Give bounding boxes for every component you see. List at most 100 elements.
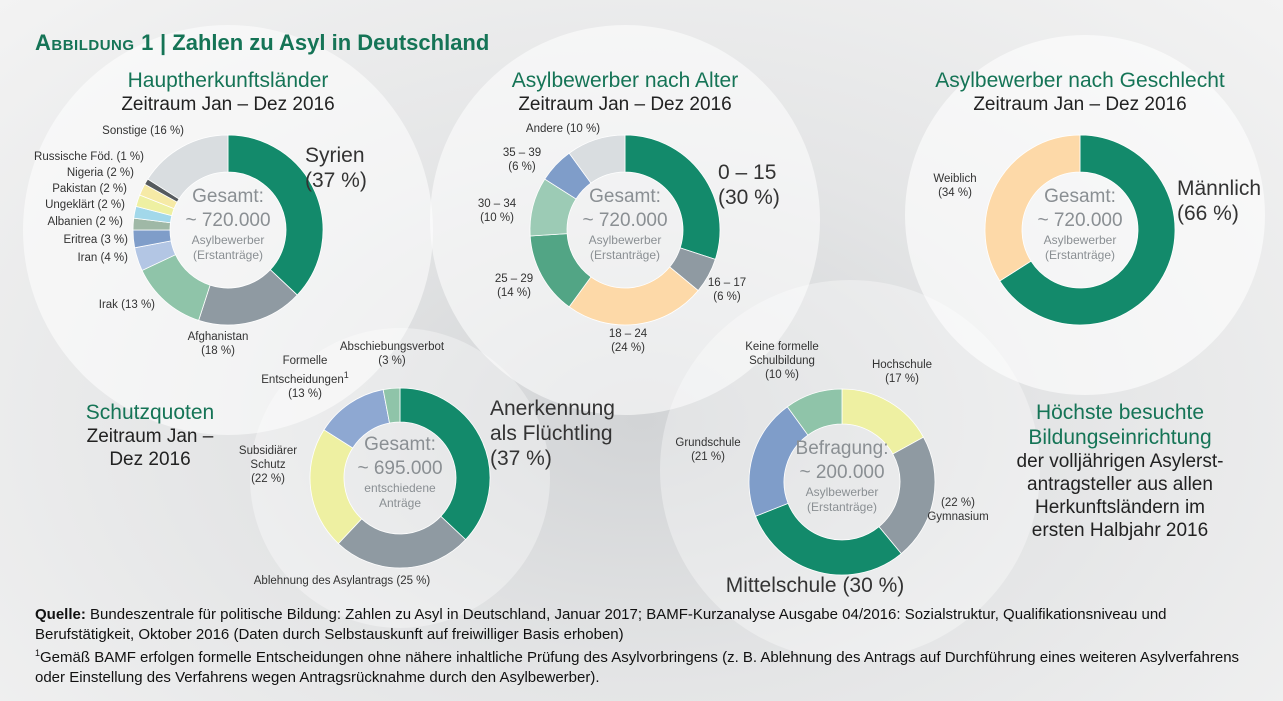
segment-label: Weiblich (34 %) [933, 172, 976, 200]
category-label: Afghanistan [187, 331, 249, 343]
category-label: Hochschule [871, 359, 933, 371]
footnote-text: Gemäß BAMF erfolgen formelle Entscheidun… [35, 649, 1240, 686]
chart-heading: Asylbewerber nach Alter Zeitraum Jan – De… [465, 68, 785, 116]
center-text: ~ 695.000 [357, 458, 443, 479]
category-label: 0 – 15 [718, 161, 777, 184]
category-label: Subsidiärer Schutz [238, 445, 298, 471]
category-label: Pakistan [52, 183, 97, 195]
category-label: Irak [98, 299, 118, 311]
center-text: Anträge [378, 496, 422, 510]
segment-label: Ablehnung des Asylantrags (25 %) [254, 574, 430, 588]
category-label: Andere [525, 123, 564, 135]
value-label: (10 %) [480, 212, 514, 224]
segment-label: Syrien (37 %) [305, 143, 367, 193]
center-text: entschiedene [364, 481, 436, 495]
donut-center: Befragung: ~ 200.000 Asylbewerber (Erstantr… [772, 437, 912, 515]
chart-subtitle: Herkunftsländern im [1034, 497, 1206, 518]
source-notes: Quelle: Bundeszentrale für politische Bi… [35, 605, 1265, 687]
category-label: Gymnasium [927, 511, 989, 523]
segment-label: Mittelschule (30 %) [726, 573, 905, 598]
donut-segment [399, 387, 491, 541]
segment-label: Eritrea (3 %) [63, 233, 128, 247]
center-text: (Erstanträge) [192, 248, 264, 262]
category-label: 25 – 29 [494, 273, 534, 285]
value-label: (2 %) [95, 216, 123, 228]
category-label: Ungeklärt [45, 199, 95, 211]
segment-label: Männlich (66 %) [1177, 176, 1261, 226]
category-label: Weiblich [933, 173, 977, 185]
segment-label: Hochschule (17 %) [872, 358, 932, 386]
donut-center: Gesamt: ~ 720.000 Asylbewerber (Erstanträge… [1010, 185, 1150, 263]
category-label: Syrien [305, 144, 365, 167]
value-label: (66 %) [1177, 202, 1239, 225]
chart-subtitle: ersten Halbjahr 2016 [1031, 520, 1209, 541]
center-text: Asylbewerber [588, 233, 662, 247]
value-label: (30 %) [842, 574, 905, 597]
segment-label: Iran (4 %) [77, 251, 128, 265]
backdrop [905, 35, 1265, 395]
center-text: Asylbewerber [1043, 233, 1117, 247]
category-label: 18 – 24 [608, 328, 648, 340]
category-label: Eritrea [63, 234, 98, 246]
value-label: (6 %) [508, 161, 536, 173]
value-label: (22 %) [941, 497, 975, 509]
center-text: Asylbewerber [805, 485, 879, 499]
segment-label: 0 – 15 (30 %) [718, 160, 780, 210]
donut-segment [786, 388, 843, 436]
segment-label: Nigeria (2 %) [67, 166, 134, 180]
title-label: Abbildung 1 [35, 30, 154, 55]
value-label: (21 %) [691, 451, 725, 463]
center-text: ~ 720.000 [582, 210, 668, 231]
chart-subtitle: Zeitraum Jan – Dez 2016 [973, 94, 1187, 115]
donut-segment [984, 134, 1081, 282]
backdrop [430, 25, 820, 415]
footnote: 1Gemäß BAMF erfolgen formelle Entscheidu… [35, 644, 1265, 687]
center-text: Befragung: [795, 438, 889, 459]
chart-title: Asylbewerber nach Alter [511, 69, 739, 92]
value-label: (3 %) [100, 234, 128, 246]
value-label: (4 %) [100, 252, 128, 264]
backdrop [23, 25, 433, 435]
value-label: (10 %) [765, 369, 799, 381]
segment-label: 16 – 17 (6 %) [708, 276, 746, 304]
category-label: Anerkennung als Flüchtling [490, 397, 615, 445]
donut-center: Gesamt: ~ 695.000 entschiedene Anträge [330, 433, 470, 511]
chart-title: Höchste besuchte Bildungseinrichtung [1028, 401, 1212, 449]
backdrop [660, 280, 1040, 660]
center-text: ~ 200.000 [799, 462, 885, 483]
center-text: (Erstanträge) [589, 248, 661, 262]
category-label: Abschiebungsverbot [339, 341, 445, 353]
value-label: (17 %) [885, 373, 919, 385]
center-text: (Erstanträge) [806, 500, 878, 514]
segment-label: (22 %) Gymnasium [927, 496, 988, 524]
chart-title: Schutzquoten [85, 401, 215, 424]
segment-label: Anerkennung als Flüchtling (37 %) [490, 396, 640, 471]
donut-segment [382, 387, 401, 424]
chart-heading: Asylbewerber nach Geschlecht Zeitraum Jan… [910, 68, 1250, 116]
segment-label: 30 – 34 (10 %) [478, 197, 516, 225]
segment-label: Ungeklärt (2 %) [45, 198, 125, 212]
segment-label: Pakistan (2 %) [52, 182, 127, 196]
value-label: (37 %) [490, 447, 552, 470]
segment-label: 35 – 39 (6 %) [503, 146, 541, 174]
chart-heading: Höchste besuchte Bildungseinrichtung der … [1000, 400, 1240, 542]
category-label: Männlich [1177, 177, 1262, 200]
center-text: Gesamt: [192, 186, 264, 207]
footnote-mark: 1 [343, 370, 349, 380]
center-text: Gesamt: [589, 186, 661, 207]
footnote-mark: 1 [35, 648, 41, 658]
source: Quelle: Bundeszentrale für politische Bi… [35, 605, 1265, 644]
backdrop [250, 328, 550, 628]
donut-segment [147, 134, 229, 200]
center-text: ~ 720.000 [1037, 210, 1123, 231]
chart-title: Asylbewerber nach Geschlecht [935, 69, 1225, 92]
value-label: (6 %) [713, 291, 741, 303]
value-label: (25 %) [396, 575, 431, 587]
chart-heading: Schutzquoten Zeitraum Jan – Dez 2016 [70, 400, 230, 471]
segment-label: Grundschule (21 %) [675, 436, 740, 464]
value-label: (2 %) [106, 167, 134, 179]
segment-label: Sonstige (16 %) [102, 124, 184, 138]
segment-label: Afghanistan (18 %) [188, 330, 249, 358]
